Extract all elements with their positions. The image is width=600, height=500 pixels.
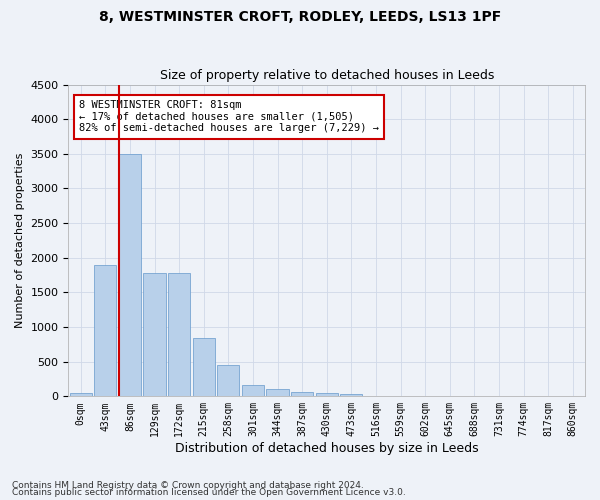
Bar [217, 365, 239, 396]
Text: Contains public sector information licensed under the Open Government Licence v3: Contains public sector information licen… [12, 488, 406, 497]
Bar [70, 393, 92, 396]
Bar [266, 390, 289, 396]
Bar [316, 393, 338, 396]
Text: 8 WESTMINSTER CROFT: 81sqm
← 17% of detached houses are smaller (1,505)
82% of s: 8 WESTMINSTER CROFT: 81sqm ← 17% of deta… [79, 100, 379, 134]
Bar [94, 264, 116, 396]
Bar [340, 394, 362, 396]
Bar [119, 154, 141, 396]
X-axis label: Distribution of detached houses by size in Leeds: Distribution of detached houses by size … [175, 442, 479, 455]
Bar [193, 338, 215, 396]
Y-axis label: Number of detached properties: Number of detached properties [15, 153, 25, 328]
Title: Size of property relative to detached houses in Leeds: Size of property relative to detached ho… [160, 69, 494, 82]
Text: 8, WESTMINSTER CROFT, RODLEY, LEEDS, LS13 1PF: 8, WESTMINSTER CROFT, RODLEY, LEEDS, LS1… [99, 10, 501, 24]
Bar [291, 392, 313, 396]
Bar [143, 273, 166, 396]
Text: Contains HM Land Registry data © Crown copyright and database right 2024.: Contains HM Land Registry data © Crown c… [12, 480, 364, 490]
Bar [242, 385, 264, 396]
Bar [168, 273, 190, 396]
